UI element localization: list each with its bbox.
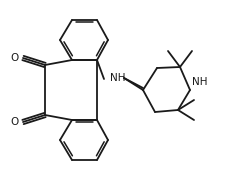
Text: NH: NH: [192, 77, 208, 87]
Text: O: O: [11, 117, 19, 127]
Text: O: O: [11, 53, 19, 63]
Text: NH: NH: [110, 73, 125, 83]
